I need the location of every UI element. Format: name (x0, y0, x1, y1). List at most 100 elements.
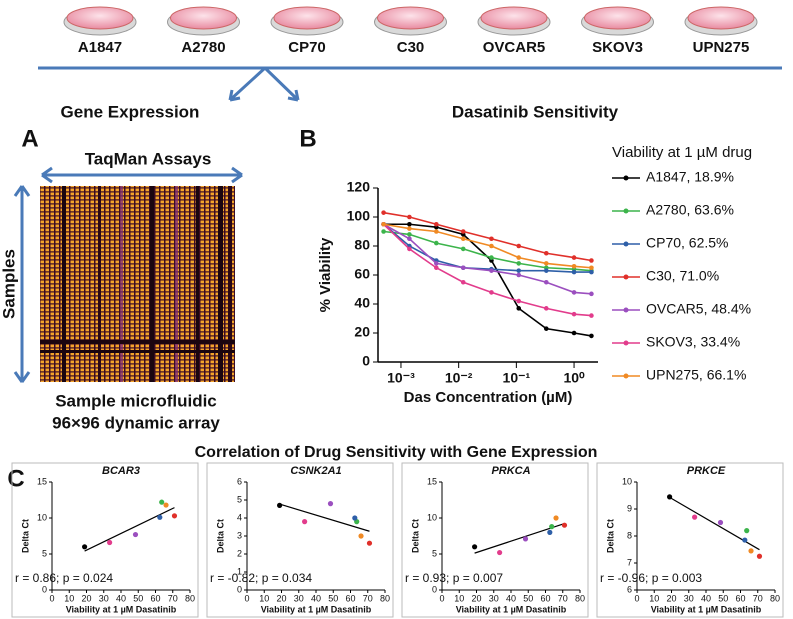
cell-lines: A1847 A2780 CP70 C30 OVCAR5 SKOV3 UPN275 (63, 6, 758, 56)
x-tick-label: 80 (185, 593, 195, 603)
y-tick-label: 5 (237, 494, 242, 504)
data-point (460, 229, 466, 234)
data-point (171, 513, 178, 519)
cell-line-label: SKOV3 (592, 39, 643, 56)
legend-label: C30, 71.0% (646, 268, 719, 284)
annotation: r = -0.96; p = 0.003 (600, 571, 702, 585)
data-point (157, 514, 163, 520)
data-point (571, 264, 577, 269)
heading: Dasatinib Sensitivity (452, 102, 619, 121)
annotation: r = 0.93; p = 0.007 (405, 571, 503, 585)
data-point (549, 524, 555, 530)
data-point (489, 290, 494, 295)
x-tick-label: 80 (575, 593, 585, 603)
x-tick-label: 60 (540, 593, 550, 603)
legend-label: SKOV3, 33.4% (646, 334, 740, 350)
chart-title: CSNK2A1 (290, 465, 341, 477)
data-point (571, 311, 577, 317)
data-point (543, 261, 549, 266)
data-point (742, 537, 748, 543)
data-point (561, 522, 568, 528)
y-tick-label: 80 (354, 237, 370, 253)
x-tick-label: 60 (345, 593, 355, 603)
panel-frame (206, 462, 394, 618)
y-tick-label: 8 (627, 530, 632, 540)
x-tick-label: 20 (81, 593, 91, 603)
data-point (543, 268, 549, 273)
arrow (13, 185, 31, 383)
data-point (489, 268, 494, 273)
y-tick-label: 6 (237, 476, 242, 486)
chart-title: PRKCE (687, 465, 726, 477)
heading: Correlation of Drug Sensitivity with Gen… (195, 444, 598, 461)
y-tick-label: 100 (347, 208, 371, 224)
trend-line (474, 522, 565, 554)
x-tick-label: 30 (99, 593, 109, 603)
data-point (277, 502, 283, 508)
data-point (543, 326, 549, 331)
data-point (748, 548, 754, 554)
x-tick-label: 40 (311, 593, 321, 603)
heatmap (40, 186, 235, 382)
y-tick-label: 5 (432, 548, 437, 558)
data-point (516, 298, 522, 304)
y-tick-label: 6 (627, 584, 632, 594)
x-tick-label: 10 (259, 593, 269, 603)
data-point (571, 290, 577, 295)
legend-title: Viability at 1 µM drug (612, 144, 752, 161)
data-point (489, 236, 494, 242)
data-point (692, 514, 698, 520)
data-point (434, 265, 439, 271)
data-point (516, 272, 522, 278)
data-point (163, 502, 169, 508)
y-axis-title: Delta Ct (20, 519, 30, 553)
y-tick-label: 0 (237, 584, 242, 594)
data-point (434, 221, 439, 227)
cell-line-label: C30 (397, 39, 425, 56)
x-tick-label: 60 (735, 593, 745, 603)
y-tick-label: 15 (427, 476, 437, 486)
heading: Gene Expression (61, 102, 200, 121)
legend-label: A2780, 63.6% (646, 202, 734, 218)
data-point (522, 536, 529, 542)
legend-label: UPN275, 66.1% (646, 367, 746, 383)
dish-medium (687, 6, 755, 30)
caption: Sample microfluidic (55, 391, 217, 410)
y-tick-label: 3 (237, 530, 242, 540)
legend-label: A1847, 18.9% (646, 169, 734, 185)
data-point (571, 255, 577, 260)
data-point (82, 544, 88, 550)
data-point (589, 333, 594, 339)
data-point (516, 261, 522, 266)
data-point (516, 268, 522, 273)
x-axis-title: Viability at 1 µM Dasatinib (651, 604, 762, 614)
x-tick-label: 0 (634, 593, 639, 603)
data-point (407, 236, 412, 242)
data-point (756, 553, 763, 559)
x-tick-label: 20 (666, 593, 676, 603)
x-tick-label: 40 (701, 593, 711, 603)
y-tick-label: 0 (362, 353, 370, 369)
arrow (41, 166, 243, 184)
data-point (407, 214, 412, 220)
x-tick-label: 10⁻³ (387, 370, 415, 386)
x-tick-label: 30 (684, 593, 694, 603)
legend-label: CP70, 62.5% (646, 235, 729, 251)
dish-medium (480, 6, 548, 30)
panel-letter: A (21, 125, 38, 152)
data-point (516, 243, 522, 249)
data-point (460, 279, 466, 285)
axis-title: Samples (0, 249, 18, 319)
y-tick-label: 0 (432, 584, 437, 594)
legend-marker (623, 307, 629, 313)
data-point (589, 269, 594, 275)
data-point (543, 306, 549, 311)
dish-medium (66, 6, 134, 30)
y-tick-label: 15 (37, 476, 47, 486)
data-point (407, 246, 412, 252)
data-point (107, 539, 113, 546)
x-tick-label: 50 (523, 593, 533, 603)
trend-line (84, 507, 175, 552)
y-tick-label: 0 (42, 584, 47, 594)
x-tick-label: 0 (439, 593, 444, 603)
